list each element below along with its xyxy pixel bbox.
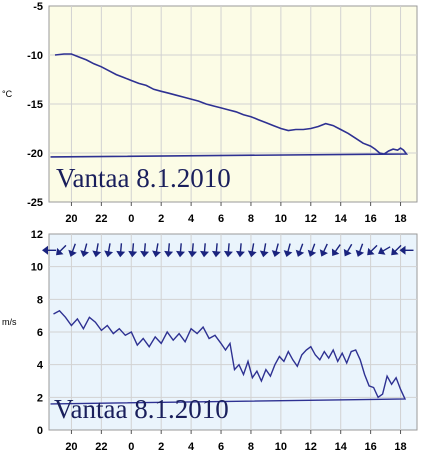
wind-arrow [259, 243, 269, 258]
wind-arrow [378, 246, 391, 255]
x-tick-label: 10 [275, 213, 287, 225]
x-tick-label: 14 [335, 213, 348, 225]
x-tick-label: 12 [305, 213, 317, 225]
wind-arrow [42, 245, 56, 255]
wind-arrow [140, 243, 150, 258]
wind-arrow [128, 243, 138, 258]
x-tick-label: 14 [335, 441, 348, 453]
y-tick-label: 12 [31, 229, 43, 241]
wind-arrow [80, 243, 89, 258]
wind-arrow [152, 243, 161, 258]
wind-arrow [307, 243, 317, 257]
wind-arrow [283, 243, 293, 258]
y-tick-label: 2 [37, 392, 43, 404]
y-tick-label: -5 [33, 1, 43, 13]
temperature-gridlines [49, 6, 417, 202]
temperature-y-ticks: -5 -10 -15 -20 -25 [27, 1, 43, 209]
wind-arrow [271, 243, 281, 258]
wind-arrow [223, 243, 233, 258]
x-tick-label: 20 [65, 441, 77, 453]
x-tick-label: 18 [394, 213, 406, 225]
wind-arrow [295, 243, 305, 257]
x-tick-label: 0 [128, 441, 134, 453]
y-tick-label: 10 [31, 262, 43, 274]
wind-location-date-label: Vantaa 8.1.2010 [54, 394, 229, 424]
temperature-location-date-label: Vantaa 8.1.2010 [56, 163, 231, 193]
x-tick-label: 18 [394, 441, 406, 453]
x-tick-label: 2 [158, 441, 164, 453]
x-tick-label: 16 [365, 441, 377, 453]
wind-arrow [391, 244, 402, 256]
wind-arrow [343, 243, 353, 257]
wind-arrow [211, 243, 221, 258]
wind-arrow [92, 243, 102, 258]
wind-arrow [319, 243, 328, 257]
temperature-y-axis-label: °C [2, 89, 13, 99]
wind-arrow [116, 243, 126, 258]
wind-arrow [176, 243, 185, 258]
wind-arrow [200, 243, 209, 258]
wind-arrow [164, 243, 174, 258]
wind-x-ticks: 20 22 0 2 4 6 8 10 12 14 16 18 [65, 430, 407, 453]
wind-direction-arrows [42, 243, 414, 258]
x-tick-label: 20 [65, 213, 77, 225]
x-tick-label: 22 [95, 441, 107, 453]
x-tick-label: 8 [248, 213, 254, 225]
x-tick-label: 4 [188, 213, 195, 225]
y-tick-label: -15 [27, 99, 43, 111]
x-tick-label: 6 [218, 213, 224, 225]
y-tick-label: 8 [37, 294, 43, 306]
wind-arrow [188, 243, 197, 258]
wind-arrow [235, 243, 245, 258]
wind-arrow [247, 243, 257, 258]
wind-gridlines [49, 234, 417, 430]
x-tick-label: 8 [248, 441, 254, 453]
y-tick-label: 6 [37, 327, 43, 339]
y-tick-label: -10 [27, 50, 43, 62]
x-tick-label: 10 [275, 441, 287, 453]
wind-arrow [399, 245, 414, 255]
wind-arrow [104, 243, 114, 258]
x-tick-label: 22 [95, 213, 107, 225]
wind-arrow [56, 244, 67, 256]
y-tick-label: 4 [37, 360, 44, 372]
x-tick-label: 16 [365, 213, 377, 225]
wind-arrow [355, 243, 365, 257]
x-tick-label: 2 [158, 213, 164, 225]
temperature-series-line [50, 53, 409, 158]
wind-y-axis-label: m/s [2, 317, 17, 327]
wind-y-ticks: 12 10 8 6 4 2 0 [31, 229, 44, 437]
y-tick-label: -25 [27, 197, 43, 209]
wind-arrow [367, 244, 378, 256]
wind-speed-series-line [50, 309, 407, 405]
y-tick-label: 0 [37, 425, 43, 437]
x-tick-label: 0 [128, 213, 134, 225]
wind-arrow [331, 244, 341, 257]
x-tick-label: 4 [188, 441, 195, 453]
temperature-chart: -5 -10 -15 -20 -25 20 22 0 2 4 6 8 10 12 14 16 18 °C Va… [2, 1, 418, 225]
x-tick-label: 6 [218, 441, 224, 453]
temperature-x-ticks: 20 22 0 2 4 6 8 10 12 14 16 18 [65, 202, 407, 225]
x-tick-label: 12 [305, 441, 317, 453]
wind-arrow [68, 243, 77, 257]
y-tick-label: -20 [27, 148, 43, 160]
